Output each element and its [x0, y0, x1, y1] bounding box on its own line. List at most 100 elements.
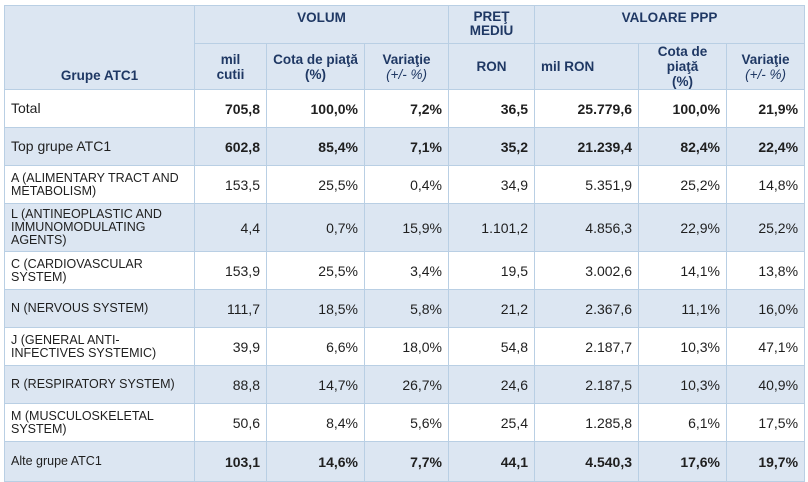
cell-vol-share: 0,7%	[266, 203, 365, 252]
cell-val: 3.002,6	[534, 251, 640, 290]
cell-vol-share: 8,4%	[266, 403, 365, 442]
cell-vol-share: 6,6%	[266, 327, 365, 366]
cell-val: 4.540,3	[534, 441, 640, 482]
table-row: C (CARDIOVASCULAR SYSTEM) 153,9 25,5% 3,…	[4, 251, 806, 290]
volum-share-unit: (%)	[305, 66, 326, 82]
cell-vol-share: 25,5%	[266, 165, 365, 204]
cell-vol: 4,4	[194, 203, 267, 252]
cell-val-change: 13,8%	[726, 251, 806, 290]
table-row-total: Total 705,8 100,0% 7,2% 36,5 25.779,6 10…	[4, 89, 806, 128]
cell-val-share: 22,9%	[638, 203, 728, 252]
cell-vol-change: 0,4%	[363, 165, 450, 204]
cell-vol-share: 14,6%	[266, 441, 365, 482]
cell-price: 25,4	[448, 403, 536, 442]
cell-val: 2.367,6	[534, 289, 640, 328]
row-label: J (GENERAL ANTI-INFECTIVES SYSTEMIC)	[4, 327, 195, 366]
cell-val-change: 25,2%	[726, 203, 806, 252]
cell-vol: 88,8	[194, 365, 267, 404]
table-row-other-groups: Alte grupe ATC1 103,1 14,6% 7,7% 44,1 4.…	[4, 441, 806, 482]
cell-val-share: 25,2%	[638, 165, 728, 204]
cell-val-change: 14,8%	[726, 165, 806, 204]
cell-vol-change: 18,0%	[363, 327, 450, 366]
cell-vol-change: 7,7%	[363, 441, 450, 482]
column-header-valoare-share: Cota de piaţă (%)	[638, 43, 728, 90]
cell-price: 54,8	[448, 327, 536, 366]
row-label: Top grupe ATC1	[4, 127, 195, 166]
cell-val-change: 40,9%	[726, 365, 806, 404]
cell-vol-share: 14,7%	[266, 365, 365, 404]
cell-val: 2.187,7	[534, 327, 640, 366]
table-row: M (MUSCULOSKELETAL SYSTEM) 50,6 8,4% 5,6…	[4, 403, 806, 442]
column-header-pret-unit: RON	[448, 43, 536, 90]
cell-val-change: 16,0%	[726, 289, 806, 328]
column-header-volum-share: Cota de piaţă (%)	[266, 43, 365, 90]
cell-val-share: 17,6%	[638, 441, 728, 482]
row-label: N (NERVOUS SYSTEM)	[4, 289, 195, 328]
cell-val-share: 6,1%	[638, 403, 728, 442]
table-row: L (ANTINEOPLASTIC AND IMMUNOMODULATING A…	[4, 203, 806, 252]
cell-vol-change: 7,1%	[363, 127, 450, 166]
volum-change-label: Variaţie	[382, 51, 431, 67]
cell-price: 34,9	[448, 165, 536, 204]
cell-vol-change: 3,4%	[363, 251, 450, 290]
row-label: R (RESPIRATORY SYSTEM)	[4, 365, 195, 404]
row-label: L (ANTINEOPLASTIC AND IMMUNOMODULATING A…	[4, 203, 195, 252]
group-header-volum: VOLUM	[193, 5, 450, 44]
valoare-change-label: Variaţie	[741, 51, 790, 67]
volum-share-label: Cota de piaţă	[273, 51, 358, 67]
cell-val-change: 17,5%	[726, 403, 806, 442]
group-header-valoare-ppp: VALOARE PPP	[534, 5, 806, 44]
cell-val-change: 22,4%	[726, 127, 806, 166]
table-row-top-groups: Top grupe ATC1 602,8 85,4% 7,1% 35,2 21.…	[4, 127, 806, 166]
valoare-change-unit: (+/- %)	[745, 66, 786, 82]
cell-price: 36,5	[448, 89, 536, 128]
table-row: A (ALIMENTARY TRACT AND METABOLISM) 153,…	[4, 165, 806, 204]
cell-vol-change: 5,8%	[363, 289, 450, 328]
cell-vol: 39,9	[194, 327, 267, 366]
cell-vol-share: 100,0%	[266, 89, 365, 128]
cell-vol: 111,7	[194, 289, 267, 328]
row-label: C (CARDIOVASCULAR SYSTEM)	[4, 251, 195, 290]
row-label: A (ALIMENTARY TRACT AND METABOLISM)	[4, 165, 195, 204]
valoare-share-label: Cota de piaţă	[657, 44, 708, 74]
cell-vol: 705,8	[194, 89, 267, 128]
cell-val-change: 47,1%	[726, 327, 806, 366]
table-row: J (GENERAL ANTI-INFECTIVES SYSTEMIC) 39,…	[4, 327, 806, 366]
header-group-row: Grupe ATC1 VOLUM PREŢ MEDIU VALOARE PPP	[4, 5, 806, 90]
cell-price: 24,6	[448, 365, 536, 404]
cell-vol-change: 5,6%	[363, 403, 450, 442]
cell-val-share: 10,3%	[638, 365, 728, 404]
cell-vol-change: 26,7%	[363, 365, 450, 404]
row-label: Alte grupe ATC1	[4, 441, 195, 482]
cell-price: 19,5	[448, 251, 536, 290]
cell-vol: 153,9	[194, 251, 267, 290]
cell-val: 4.856,3	[534, 203, 640, 252]
cell-val-share: 14,1%	[638, 251, 728, 290]
cell-val: 1.285,8	[534, 403, 640, 442]
cell-val-change: 19,7%	[726, 441, 806, 482]
column-header-volum-unit: mil cutii	[194, 43, 267, 90]
row-label: M (MUSCULOSKELETAL SYSTEM)	[4, 403, 195, 442]
cell-price: 35,2	[448, 127, 536, 166]
cell-vol: 602,8	[194, 127, 267, 166]
cell-vol-share: 25,5%	[266, 251, 365, 290]
cell-vol: 103,1	[194, 441, 267, 482]
cell-vol-share: 18,5%	[266, 289, 365, 328]
group-header-pret-mediu: PREŢ MEDIU	[448, 5, 536, 44]
cell-vol-change: 7,2%	[363, 89, 450, 128]
valoare-share-unit: (%)	[672, 74, 694, 89]
cell-val-share: 82,4%	[638, 127, 728, 166]
column-header-valoare-change: Variaţie (+/- %)	[726, 43, 806, 90]
cell-val: 25.779,6	[534, 89, 640, 128]
cell-vol-change: 15,9%	[363, 203, 450, 252]
table-row: N (NERVOUS SYSTEM) 111,7 18,5% 5,8% 21,2…	[4, 289, 806, 328]
cell-price: 44,1	[448, 441, 536, 482]
cell-vol: 50,6	[194, 403, 267, 442]
column-header-valoare-unit: mil RON	[534, 43, 640, 90]
cell-price: 1.101,2	[448, 203, 536, 252]
atc-market-table: Grupe ATC1 VOLUM PREŢ MEDIU VALOARE PPP …	[4, 5, 806, 482]
cell-vol: 153,5	[194, 165, 267, 204]
cell-val-share: 11,1%	[638, 289, 728, 328]
row-label: Total	[4, 89, 195, 128]
column-header-volum-change: Variaţie (+/- %)	[363, 43, 450, 90]
